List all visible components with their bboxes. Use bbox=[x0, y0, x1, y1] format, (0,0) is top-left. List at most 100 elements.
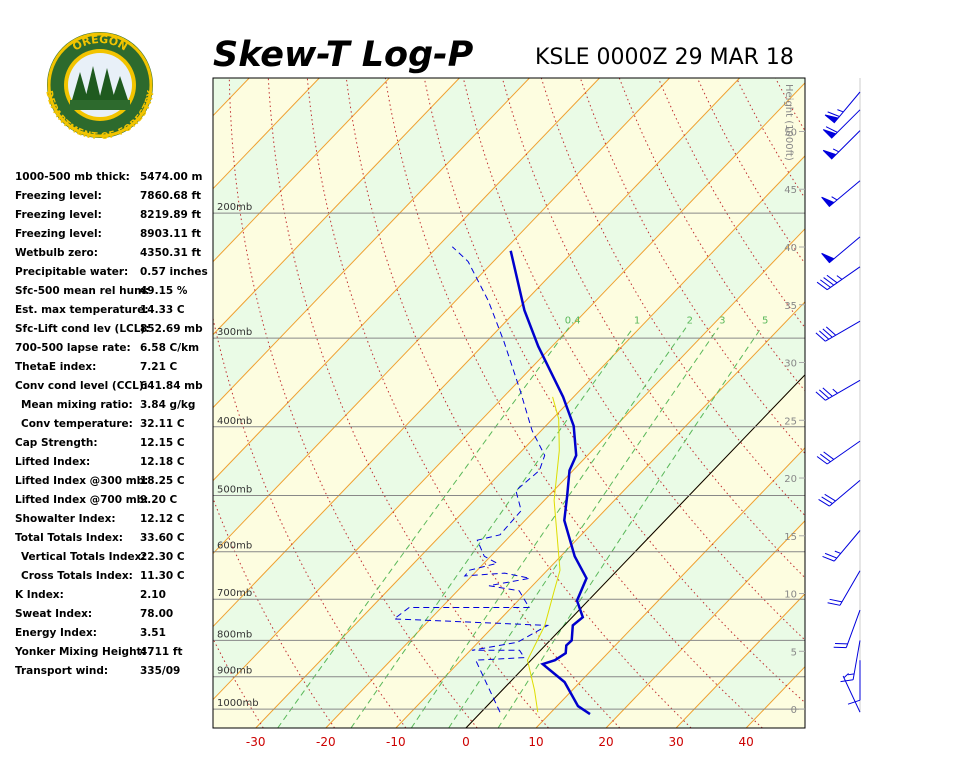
mixing-ratio-line bbox=[410, 327, 687, 728]
stat-label: Showalter Index: bbox=[15, 513, 116, 525]
temperature-band bbox=[213, 82, 805, 728]
wind-barb bbox=[842, 673, 861, 713]
stat-value: 18.25 C bbox=[140, 475, 185, 487]
stat-value: 49.15 % bbox=[140, 285, 188, 297]
isotherm bbox=[213, 78, 460, 336]
height-tick-label: 10 bbox=[784, 590, 797, 601]
chart-subtitle: KSLE 0000Z 29 MAR 18 bbox=[535, 45, 794, 70]
stat-value: 5474.00 m bbox=[140, 171, 202, 183]
stat-label: Lifted Index: bbox=[15, 456, 90, 468]
stat-label: Sfc-500 mean rel hum: bbox=[15, 285, 149, 297]
isotherm-grid-line bbox=[395, 301, 805, 728]
stat-label: Sfc-Lift cond lev (LCL): bbox=[15, 323, 149, 335]
x-tick-label: 20 bbox=[598, 735, 613, 749]
dry-adiabat bbox=[213, 315, 407, 728]
pressure-tick-label: 300mb bbox=[217, 327, 252, 338]
stat-value: 2.10 bbox=[140, 589, 166, 601]
stat-label: Freezing level: bbox=[15, 209, 102, 221]
isotherm bbox=[213, 78, 530, 409]
wind-barb bbox=[847, 660, 861, 705]
stat-value: 0.57 inches bbox=[140, 266, 208, 278]
pressure-tick-label: 400mb bbox=[217, 416, 252, 427]
dry-adiabat bbox=[931, 78, 960, 728]
stat-label: K Index: bbox=[15, 589, 64, 601]
sounding-line bbox=[526, 396, 561, 713]
stat-value: 3.51 bbox=[140, 627, 166, 639]
isotherm-grid-line bbox=[255, 155, 805, 728]
wind-barbs bbox=[815, 91, 861, 713]
wind-barb bbox=[824, 91, 861, 124]
isotherm-grid-line bbox=[605, 520, 805, 728]
dry-adiabat bbox=[853, 78, 960, 728]
plot-frame bbox=[212, 77, 806, 729]
dry-adiabat bbox=[462, 78, 805, 641]
stat-label: Vertical Totals Index: bbox=[21, 551, 146, 563]
stat-label: Est. max temperature: bbox=[15, 304, 149, 316]
dry-adiabat bbox=[267, 78, 549, 728]
stat-label: 1000-500 mb thick: bbox=[15, 171, 130, 183]
x-tick-label: 0 bbox=[462, 735, 470, 749]
pressure-tick-label: 700mb bbox=[217, 588, 252, 599]
isotherm bbox=[213, 78, 320, 190]
mixing-ratio-line bbox=[277, 327, 570, 728]
pressure-tick-label: 800mb bbox=[217, 629, 252, 640]
wind-barb bbox=[822, 130, 861, 160]
height-tick-label: 20 bbox=[784, 474, 797, 485]
zero-isotherm bbox=[465, 374, 805, 728]
stat-value: 3.84 g/kg bbox=[140, 399, 195, 411]
stat-value: 32.11 C bbox=[140, 418, 185, 430]
wind-barb bbox=[815, 379, 861, 401]
stat-value: 4350.31 ft bbox=[140, 247, 201, 259]
stat-label: Sweat Index: bbox=[15, 608, 92, 620]
plot-traces bbox=[392, 246, 591, 716]
height-tick-label: 30 bbox=[784, 359, 797, 370]
stat-label: Wetbulb zero: bbox=[15, 247, 98, 259]
logo-ground bbox=[70, 100, 130, 110]
stat-value: 335/09 bbox=[140, 665, 180, 677]
logo-top-text-path: OREGON bbox=[70, 33, 130, 54]
x-tick-label: -30 bbox=[246, 735, 266, 749]
x-tick-label: 30 bbox=[668, 735, 683, 749]
stat-value: 12.12 C bbox=[140, 513, 185, 525]
logo: OREGON DEPARTMENT OF FORESTRY bbox=[44, 32, 156, 142]
stat-value: 7860.68 ft bbox=[140, 190, 201, 202]
stat-value: 9.20 C bbox=[140, 494, 178, 506]
dry-adiabat bbox=[657, 78, 805, 329]
stat-label: Freezing level: bbox=[15, 190, 102, 202]
stat-label: Total Totals Index: bbox=[15, 532, 123, 544]
height-tick-label: 15 bbox=[784, 532, 797, 543]
x-tick-label: 40 bbox=[739, 735, 754, 749]
stat-label: Conv cond level (CCL): bbox=[15, 380, 148, 392]
stat-value: 8903.11 ft bbox=[140, 228, 201, 240]
isotherm bbox=[816, 78, 960, 728]
sounding-line bbox=[509, 250, 591, 716]
wind-barb bbox=[818, 480, 861, 507]
stat-label: Transport wind: bbox=[15, 665, 108, 677]
x-tick-label: -20 bbox=[316, 735, 336, 749]
stat-value: 12.15 C bbox=[140, 437, 185, 449]
stat-label: Lifted Index @700 mb: bbox=[15, 494, 148, 506]
sounding-line bbox=[392, 246, 550, 713]
isotherm-grid-line bbox=[325, 228, 805, 728]
stat-value: 6.58 C/km bbox=[140, 342, 199, 354]
isotherm-grid-line bbox=[675, 592, 805, 728]
wind-barb bbox=[816, 440, 861, 465]
dry-adiabat bbox=[306, 78, 621, 728]
plot-labels: 0.4 1 2 3 5200mb300mb400mb500mb600mb700mb800… bbox=[217, 127, 805, 749]
wind-barb bbox=[821, 180, 861, 208]
mixing-ratio-label: 0.4 bbox=[565, 316, 581, 327]
stat-value: 8219.89 ft bbox=[140, 209, 201, 221]
pressure-tick-label: 500mb bbox=[217, 485, 252, 496]
height-tick-label: 25 bbox=[784, 416, 797, 427]
mixing-ratio-line bbox=[448, 327, 719, 728]
plot-grid bbox=[213, 78, 960, 728]
wind-barb bbox=[833, 609, 861, 649]
logo-trees bbox=[72, 66, 128, 104]
dry-adiabat bbox=[814, 78, 960, 728]
dry-adiabat bbox=[213, 496, 336, 728]
stat-label: Lifted Index @300 mb: bbox=[15, 475, 148, 487]
dry-adiabat bbox=[892, 78, 960, 728]
wind-barb bbox=[827, 570, 861, 606]
height-tick-label: 0 bbox=[791, 705, 797, 716]
isotherm bbox=[213, 78, 740, 628]
